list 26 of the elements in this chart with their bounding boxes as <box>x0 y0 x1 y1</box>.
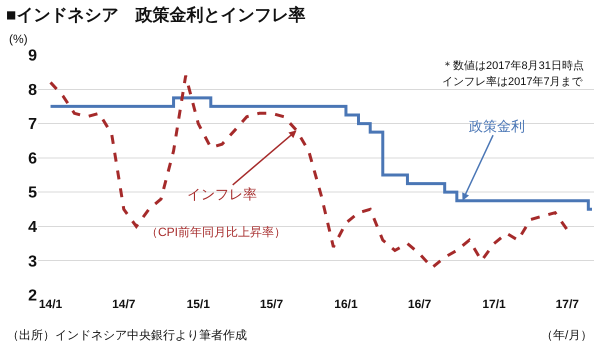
y-tick-label: 2 <box>28 288 38 305</box>
x-axis-title: （年/月） <box>541 328 592 342</box>
y-tick-label: 5 <box>28 184 38 202</box>
annotation: インフレ率 <box>187 186 257 202</box>
annotation: ＊数値は2017年8月31日時点 <box>442 59 584 72</box>
x-tick-label: 16/7 <box>408 297 432 311</box>
y-tick-label: 4 <box>28 219 38 236</box>
y-tick-label: 7 <box>28 116 38 134</box>
x-tick-label: 14/7 <box>112 297 136 311</box>
x-tick-label: 14/1 <box>38 297 63 311</box>
y-tick-label: 3 <box>28 253 38 270</box>
x-tick-label: 15/1 <box>186 297 210 311</box>
text: （出所）インドネシア中央銀行より筆者作成 <box>7 328 247 342</box>
line-series <box>49 74 569 270</box>
y-tick-label: 8 <box>28 82 38 99</box>
annotation: 政策金利 <box>469 118 525 134</box>
annotation: インフレ率は2017年7月まで <box>442 75 584 88</box>
x-tick-label: 17/1 <box>482 297 506 311</box>
y-tick-label: 6 <box>28 150 38 168</box>
y-axis-title: (%) <box>9 32 28 46</box>
y-tick-label: 9 <box>28 48 38 65</box>
chart-title: ■インドネシア 政策金利とインフレ率 <box>6 6 306 25</box>
x-tick-label: 16/1 <box>334 297 358 311</box>
x-tick-label: 17/7 <box>556 297 580 311</box>
x-tick-label: 15/7 <box>260 297 284 311</box>
annotation: （CPI前年同月比上昇率） <box>146 225 286 239</box>
